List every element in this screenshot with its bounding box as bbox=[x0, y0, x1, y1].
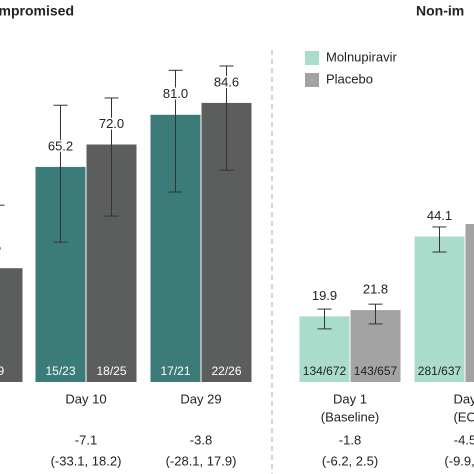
value-label: 84.6 bbox=[214, 74, 239, 89]
count-label: 22/26 bbox=[211, 364, 241, 378]
value-label: 72.0 bbox=[99, 116, 124, 131]
value-label: 19.9 bbox=[312, 288, 337, 303]
difference: -4.5 bbox=[454, 432, 474, 447]
value-label: 44.1 bbox=[427, 208, 452, 223]
difference: -7.1 bbox=[75, 432, 97, 447]
value-label: 5 bbox=[0, 240, 1, 255]
panel-title: Non-im bbox=[416, 3, 464, 19]
difference-ci: (-9.9, 3 bbox=[444, 453, 474, 468]
difference: -1.8 bbox=[339, 432, 361, 447]
difference: -3.8 bbox=[190, 432, 212, 447]
difference-ci: (-6.2, 2.5) bbox=[322, 453, 378, 468]
x-tick-sublabel: (Baseline) bbox=[321, 409, 380, 424]
x-tick-label: Day bbox=[453, 391, 474, 406]
value-label: 81.0 bbox=[163, 86, 188, 101]
difference-ci: (-28.1, 17.9) bbox=[166, 453, 237, 468]
bar bbox=[0, 268, 23, 382]
count-label: 29 bbox=[0, 364, 4, 378]
count-label: 134/672 bbox=[303, 364, 347, 378]
x-tick-sublabel: (EO bbox=[453, 409, 474, 424]
bar bbox=[465, 223, 474, 382]
count-label: 15/23 bbox=[45, 364, 75, 378]
legend-label: Placebo bbox=[326, 71, 373, 86]
legend-label: Molnupiravir bbox=[326, 49, 397, 64]
value-label: 65.2 bbox=[48, 138, 73, 153]
panel-title: ompromised bbox=[0, 3, 74, 19]
bar bbox=[414, 236, 465, 382]
count-label: 143/657 bbox=[354, 364, 398, 378]
count-label: 281/637 bbox=[418, 364, 462, 378]
count-label: 18/25 bbox=[96, 364, 126, 378]
x-tick-label: Day 1 bbox=[333, 391, 367, 406]
difference-ci: (-33.1, 18.2) bbox=[51, 453, 122, 468]
x-tick-label: Day 10 bbox=[65, 391, 106, 406]
legend-swatch bbox=[305, 73, 319, 87]
x-tick-label: Day 29 bbox=[180, 391, 221, 406]
count-label: 17/21 bbox=[160, 364, 190, 378]
value-label: 21.8 bbox=[363, 282, 388, 297]
legend-swatch bbox=[305, 51, 319, 65]
